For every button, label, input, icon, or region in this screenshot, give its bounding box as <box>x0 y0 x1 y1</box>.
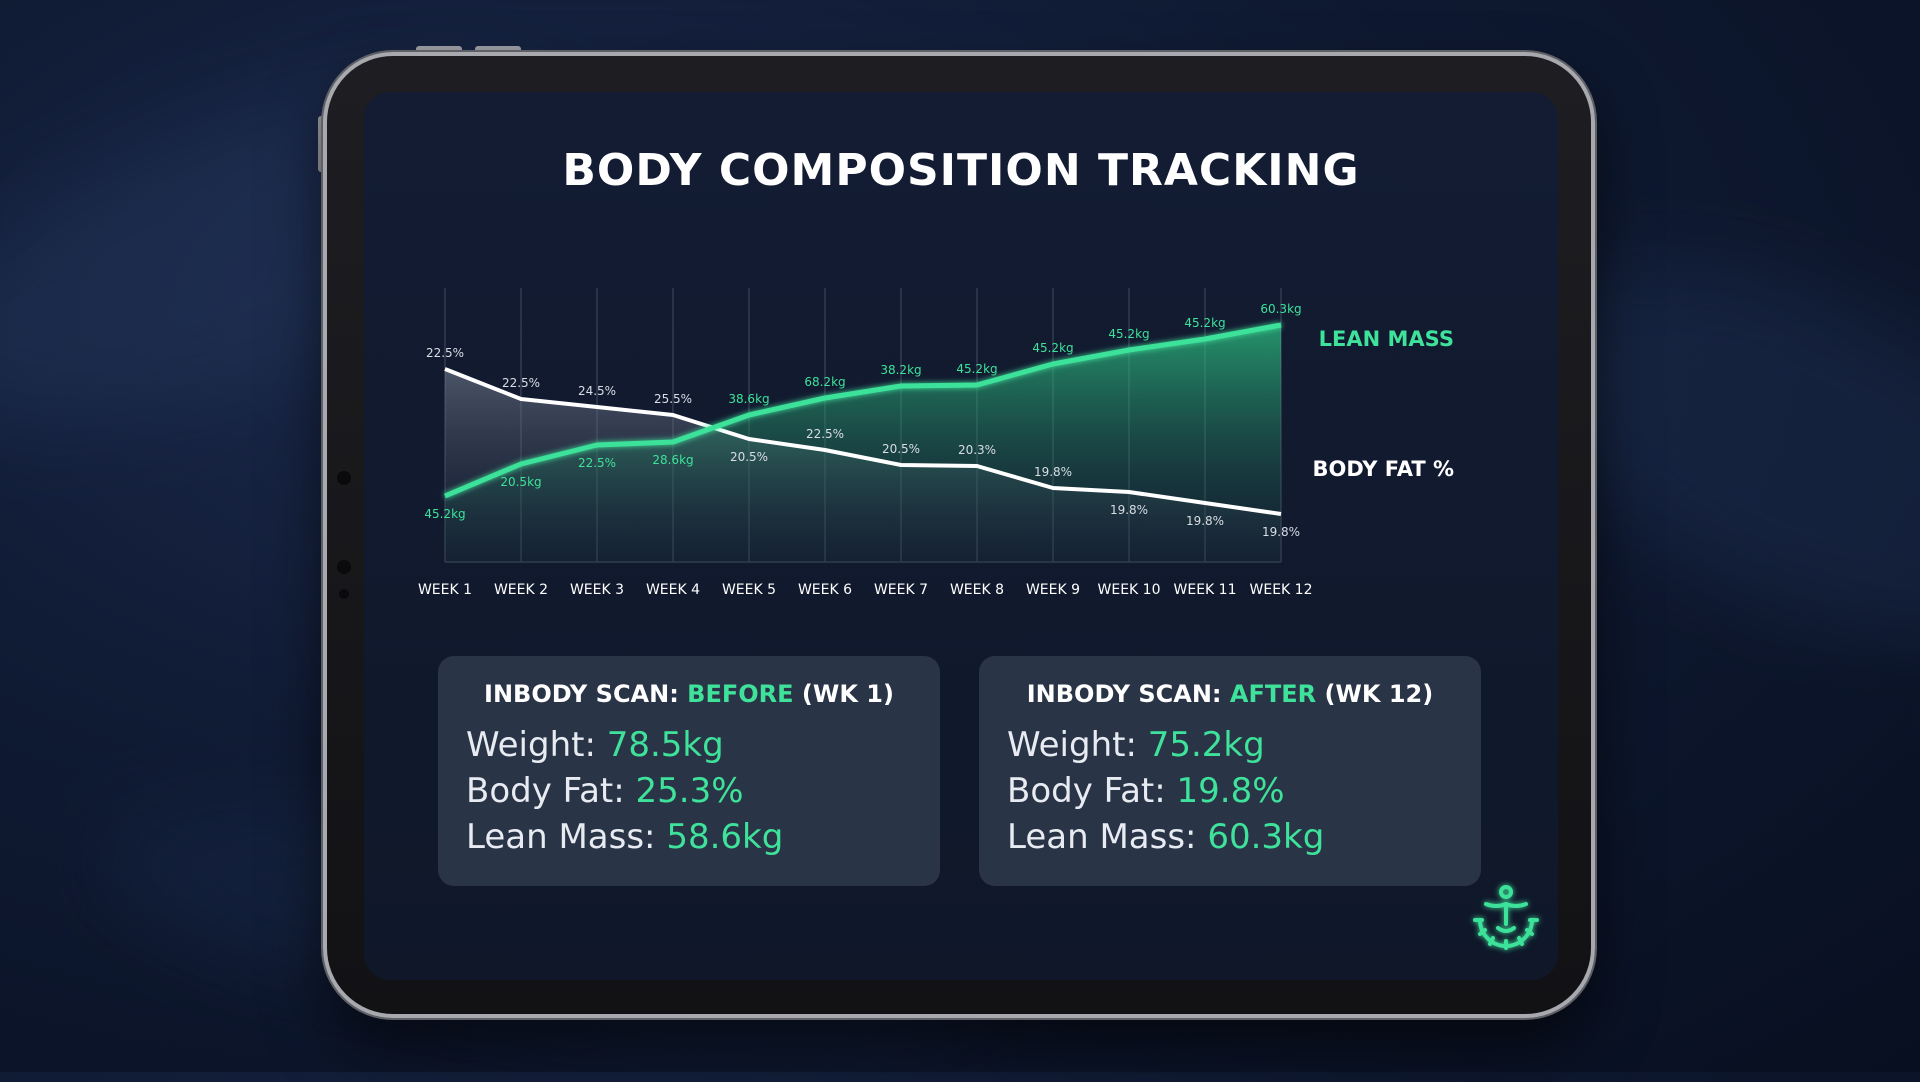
before-weight-label: Weight: <box>466 725 607 765</box>
before-leanmass-value: 58.6kg <box>666 817 784 857</box>
lean-mass-data-label-9: 45.2kg <box>1032 341 1073 355</box>
x-tick-label-6: WEEK 6 <box>798 582 852 598</box>
lean-mass-data-label-6: 68.2kg <box>804 375 845 389</box>
legend-body-fat: BODY FAT % <box>1312 457 1454 481</box>
x-tick-label-10: WEEK 10 <box>1098 582 1161 598</box>
tablet-side-button <box>318 116 325 172</box>
body-fat-data-label-8: 20.3% <box>958 443 996 457</box>
legend-lean-mass: LEAN MASS <box>1319 327 1454 351</box>
before-leanmass-row: Lean Mass: 58.6kg <box>466 814 912 860</box>
lean-mass-data-label-3: 22.5% <box>578 456 616 470</box>
before-bodyfat-row: Body Fat: 25.3% <box>466 768 912 814</box>
lean-mass-line <box>444 322 1282 499</box>
x-tick-label-11: WEEK 11 <box>1174 582 1237 598</box>
lean-mass-data-label-4: 28.6kg <box>652 453 693 467</box>
body-fat-data-label-2: 22.5% <box>502 376 540 390</box>
before-leanmass-label: Lean Mass: <box>466 817 667 857</box>
after-card-heading: INBODY SCAN: AFTER (WK 12) <box>1007 680 1453 708</box>
x-tick-label-3: WEEK 3 <box>570 582 624 598</box>
body-fat-data-label-4: 25.5% <box>654 392 692 406</box>
tablet-top-button-1 <box>416 46 462 53</box>
magnet-dot-2 <box>337 560 351 574</box>
before-scan-card: INBODY SCAN: BEFORE (WK 1) Weight: 78.5k… <box>438 656 940 886</box>
after-heading-prefix: INBODY SCAN: <box>1026 680 1230 708</box>
after-weight-row: Weight: 75.2kg <box>1007 722 1453 768</box>
after-leanmass-row: Lean Mass: 60.3kg <box>1007 814 1453 860</box>
x-tick-label-1: WEEK 1 <box>418 582 472 598</box>
lean-mass-data-label-8: 45.2kg <box>956 362 997 376</box>
after-weight-value: 75.2kg <box>1147 725 1265 765</box>
body-fat-data-label-9: 19.8% <box>1034 465 1072 479</box>
tablet-top-button-2 <box>475 46 521 53</box>
body-fat-line <box>444 367 1282 516</box>
lean-mass-area <box>445 325 1281 562</box>
x-tick-label-9: WEEK 9 <box>1026 582 1080 598</box>
lean-mass-data-label-12: 60.3kg <box>1260 302 1301 316</box>
after-bodyfat-label: Body Fat: <box>1007 771 1177 811</box>
after-weight-label: Weight: <box>1007 725 1148 765</box>
lean-mass-data-label-5: 38.6kg <box>728 392 769 406</box>
chart-title: BODY COMPOSITION TRACKING <box>562 145 1360 196</box>
body-fat-data-label-3: 24.5% <box>578 384 616 398</box>
before-heading-suffix: (WK 1) <box>793 680 894 708</box>
before-bodyfat-label: Body Fat: <box>466 771 636 811</box>
magnet-dot-1 <box>337 471 351 485</box>
after-leanmass-label: Lean Mass: <box>1007 817 1208 857</box>
body-fat-data-label-1: 22.5% <box>426 346 464 360</box>
tablet-screen: BODY COMPOSITION TRACKING 45.2kg 20.5kg 22… <box>364 92 1558 980</box>
after-bodyfat-value: 19.8% <box>1176 771 1285 811</box>
before-weight-row: Weight: 78.5kg <box>466 722 912 768</box>
before-bodyfat-value: 25.3% <box>635 771 744 811</box>
body-fat-data-label-11: 19.8% <box>1186 514 1224 528</box>
chart-area: 45.2kg 20.5kg 22.5% 28.6kg 38.6kg 68.2kg 38.2k… <box>418 288 1454 598</box>
magnet-dot-3 <box>339 589 349 599</box>
after-heading-highlight: AFTER <box>1229 680 1317 708</box>
lean-mass-data-label-10: 45.2kg <box>1108 327 1149 341</box>
lean-mass-data-label-2: 20.5kg <box>500 475 541 489</box>
after-scan-card: INBODY SCAN: AFTER (WK 12) Weight: 75.2k… <box>979 656 1481 886</box>
after-leanmass-value: 60.3kg <box>1207 817 1325 857</box>
x-tick-label-8: WEEK 8 <box>950 582 1004 598</box>
lean-mass-data-label-7: 38.2kg <box>880 363 921 377</box>
after-bodyfat-row: Body Fat: 19.8% <box>1007 768 1453 814</box>
x-tick-label-12: WEEK 12 <box>1250 582 1313 598</box>
lean-mass-data-label-11: 45.2kg <box>1184 316 1225 330</box>
body-fat-data-label-7: 20.5% <box>882 442 920 456</box>
x-tick-label-2: WEEK 2 <box>494 582 548 598</box>
body-fat-data-label-12: 19.8% <box>1262 525 1300 539</box>
x-tick-label-7: WEEK 7 <box>874 582 928 598</box>
before-card-heading: INBODY SCAN: BEFORE (WK 1) <box>466 680 912 708</box>
body-fat-data-label-6: 22.5% <box>806 427 844 441</box>
lean-mass-data-label-1: 45.2kg <box>424 507 465 521</box>
body-fat-data-label-10: 19.8% <box>1110 503 1148 517</box>
fitness-gear-icon <box>1473 885 1539 950</box>
body-fat-data-label-5: 20.5% <box>730 450 768 464</box>
before-heading-highlight: BEFORE <box>687 680 794 708</box>
x-tick-label-5: WEEK 5 <box>722 582 776 598</box>
after-heading-suffix: (WK 12) <box>1316 680 1434 708</box>
before-weight-value: 78.5kg <box>606 725 724 765</box>
before-heading-prefix: INBODY SCAN: <box>484 680 688 708</box>
x-tick-label-4: WEEK 4 <box>646 582 700 598</box>
